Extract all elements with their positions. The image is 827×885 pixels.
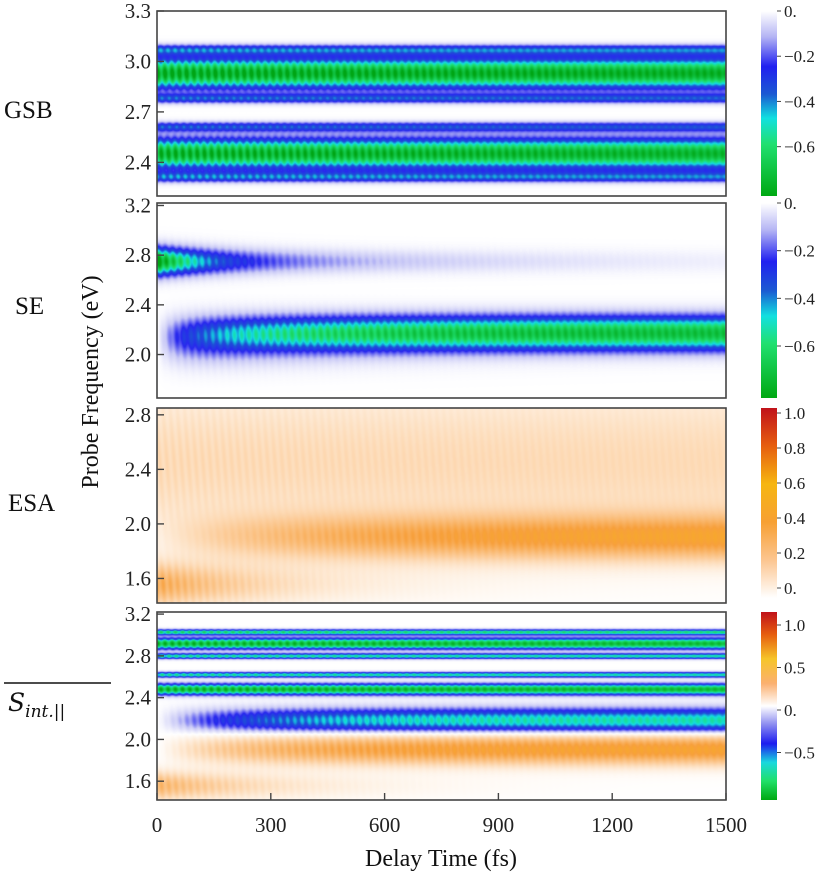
y-tick-label: 3.2: [125, 602, 151, 626]
panel-gsb: 2.4 2.7 3.0 3.3 GSB 0. −0.2 −0.4 −0.6: [4, 0, 815, 197]
colorbar-tick-label: 0.6: [784, 474, 805, 493]
y-axis-sint: 1.6 2.0 2.4 2.8 3.2: [125, 602, 164, 793]
colorbar-tick-label: −0.2: [784, 47, 815, 66]
colorbar-tick-label: 0.5: [784, 659, 805, 678]
y-tick-label: 2.0: [125, 512, 151, 536]
colorbar-esa: [761, 408, 777, 598]
x-tick-label: 300: [255, 813, 287, 837]
colorbar-sint: [761, 612, 777, 800]
y-tick-label: 2.8: [125, 403, 151, 427]
panel-se: 2.0 2.4 2.8 3.2 SE 0. −0.2 −0.4 −0.6: [15, 193, 815, 399]
y-tick-label: 2.8: [125, 243, 151, 267]
x-axis-title: Delay Time (fs): [365, 846, 517, 872]
colorbar-ticks-gsb: 0. −0.2 −0.4 −0.6: [777, 2, 815, 157]
y-tick-label: 2.0: [125, 727, 151, 751]
colorbar-gsb: [761, 11, 777, 196]
plot-frame-esa: [156, 407, 727, 604]
x-tick-label: 900: [483, 813, 515, 837]
heatmap-sint: [157, 612, 726, 800]
y-tick-label: 2.4: [125, 150, 152, 174]
colorbar-tick-label: −0.6: [784, 138, 815, 157]
y-tick-label: 2.0: [125, 343, 151, 367]
y-tick-label: 2.4: [125, 293, 152, 317]
y-tick-label: 2.8: [125, 644, 151, 668]
colorbar-ticks-se: 0. −0.2 −0.4 −0.6: [777, 194, 815, 356]
heatmap-gsb: [157, 11, 726, 196]
colorbar-ticks-sint: 1.0 0.5 0. −0.5: [777, 616, 815, 763]
y-tick-label: 2.4: [125, 457, 152, 481]
colorbar-tick-label: 1.0: [784, 404, 805, 423]
heatmap-esa: [157, 408, 726, 603]
y-axis-title: Probe Frequency (eV): [78, 275, 104, 488]
x-axis: 0 300 600 900 1200 1500: [152, 793, 747, 837]
colorbar-tick-label: 0.: [784, 579, 797, 598]
panel-esa: 1.6 2.0 2.4 2.8 ESA 1.0 0.8 0.6 0.4 0.2 0.: [8, 403, 806, 604]
plot-frame-sint: [156, 611, 727, 801]
colorbar-tick-label: 0.8: [784, 439, 805, 458]
y-tick-label: 3.2: [125, 193, 151, 217]
y-axis-esa: 1.6 2.0 2.4 2.8: [125, 403, 164, 590]
colorbar-tick-label: 0.4: [784, 509, 806, 528]
plot-frame-se: [156, 202, 727, 399]
panel-label-gsb: GSB: [4, 97, 53, 124]
x-tick-label: 1500: [705, 813, 747, 837]
panel-sint: 1.6 2.0 2.4 2.8 3.2 Sint.|| 1.0 0.5 0. −0.5: [4, 602, 815, 801]
colorbar-tick-label: −0.4: [784, 289, 815, 308]
colorbar-tick-label: −0.5: [784, 744, 815, 763]
colorbar-tick-label: 1.0: [784, 616, 805, 635]
plot-frame-gsb: [156, 10, 727, 197]
x-tick-label: 1200: [591, 813, 633, 837]
panel-label-sint: Sint.||: [8, 688, 65, 722]
x-tick-label: 0: [152, 813, 163, 837]
y-tick-label: 2.4: [125, 686, 152, 710]
panel-label-se: SE: [15, 293, 44, 320]
colorbar-tick-label: 0.: [784, 194, 797, 213]
colorbar-tick-label: −0.2: [784, 242, 815, 261]
y-axis-se: 2.0 2.4 2.8 3.2: [125, 193, 164, 367]
colorbar-tick-label: −0.6: [784, 337, 815, 356]
colorbar-ticks-esa: 1.0 0.8 0.6 0.4 0.2 0.: [777, 404, 806, 598]
x-tick-label: 600: [369, 813, 401, 837]
y-tick-label: 1.6: [125, 566, 151, 590]
colorbar-tick-label: 0.: [784, 701, 797, 720]
y-tick-label: 3.0: [125, 49, 151, 73]
y-axis-gsb: 2.4 2.7 3.0 3.3: [125, 0, 164, 174]
y-tick-label: 3.3: [125, 0, 151, 23]
colorbar-tick-label: 0.: [784, 2, 797, 21]
colorbar-tick-label: −0.4: [784, 92, 815, 111]
heatmap-se: [157, 203, 726, 398]
colorbar-tick-label: 0.2: [784, 544, 805, 563]
panel-label-esa: ESA: [8, 490, 55, 517]
colorbar-se: [761, 203, 777, 398]
y-tick-label: 2.7: [125, 100, 151, 124]
y-tick-label: 1.6: [125, 769, 151, 793]
